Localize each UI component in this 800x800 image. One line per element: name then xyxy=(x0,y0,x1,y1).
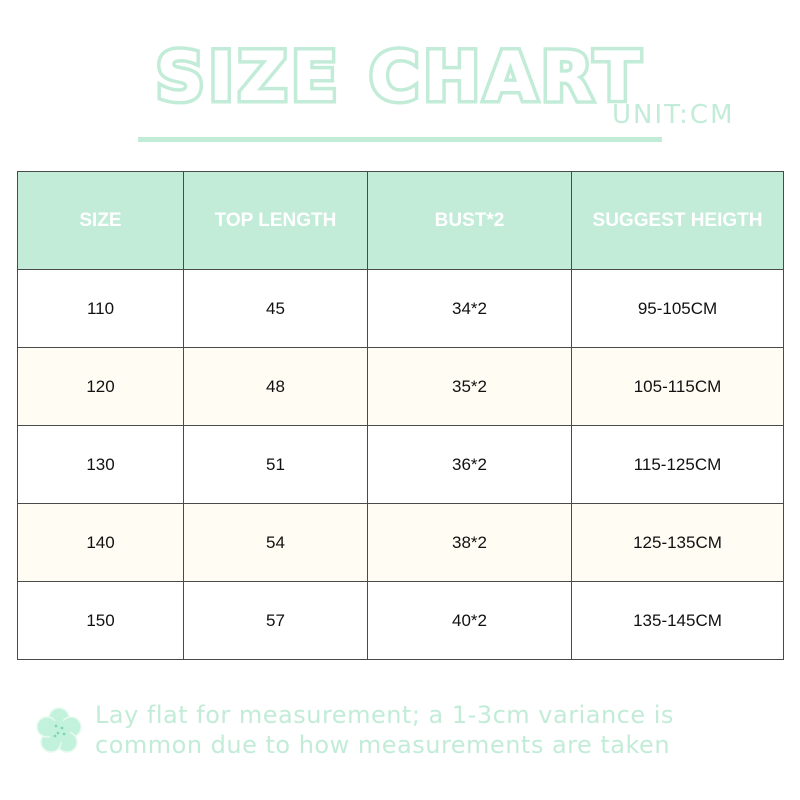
title-divider xyxy=(138,137,662,142)
cell-bust: 34*2 xyxy=(367,269,572,348)
cell-size: 110 xyxy=(17,269,184,348)
cell-bust: 36*2 xyxy=(367,425,572,504)
cell-bust: 38*2 xyxy=(367,503,572,582)
cell-suggest-height: 105-115CM xyxy=(571,347,784,426)
unit-label: UNIT:CM xyxy=(612,100,735,130)
cell-top-length: 45 xyxy=(183,269,368,348)
page-title: SIZE CHART xyxy=(152,35,645,121)
table-row: 120 48 35*2 105-115CM xyxy=(17,347,784,426)
header-top-length: TOP LENGTH xyxy=(183,171,368,270)
cell-top-length: 57 xyxy=(183,581,368,660)
header-size: SIZE xyxy=(17,171,184,270)
header-bust: BUST*2 xyxy=(367,171,572,270)
cell-top-length: 54 xyxy=(183,503,368,582)
header-suggest-height: SUGGEST HEIGTH xyxy=(571,171,784,270)
table-row: 140 54 38*2 125-135CM xyxy=(17,503,784,582)
cell-size: 140 xyxy=(17,503,184,582)
cell-suggest-height: 135-145CM xyxy=(571,581,784,660)
cell-top-length: 51 xyxy=(183,425,368,504)
cell-suggest-height: 95-105CM xyxy=(571,269,784,348)
cell-top-length: 48 xyxy=(183,347,368,426)
table-row: 150 57 40*2 135-145CM xyxy=(17,581,784,660)
note-line-2: common due to how measurements are taken xyxy=(95,731,671,759)
cell-size: 120 xyxy=(17,347,184,426)
cell-suggest-height: 125-135CM xyxy=(571,503,784,582)
cell-size: 150 xyxy=(17,581,184,660)
cell-bust: 40*2 xyxy=(367,581,572,660)
table-row: 130 51 36*2 115-125CM xyxy=(17,425,784,504)
note-line-1: Lay flat for measurement; a 1-3cm varian… xyxy=(95,701,674,729)
measurement-note: Lay flat for measurement; a 1-3cm varian… xyxy=(95,700,674,760)
size-table: SIZE TOP LENGTH BUST*2 SUGGEST HEIGTH 11… xyxy=(17,171,784,660)
cell-suggest-height: 115-125CM xyxy=(571,425,784,504)
cell-size: 130 xyxy=(17,425,184,504)
table-header-row: SIZE TOP LENGTH BUST*2 SUGGEST HEIGTH xyxy=(17,171,784,270)
cell-bust: 35*2 xyxy=(367,347,572,426)
flower-icon xyxy=(36,707,82,753)
table-row: 110 45 34*2 95-105CM xyxy=(17,269,784,348)
